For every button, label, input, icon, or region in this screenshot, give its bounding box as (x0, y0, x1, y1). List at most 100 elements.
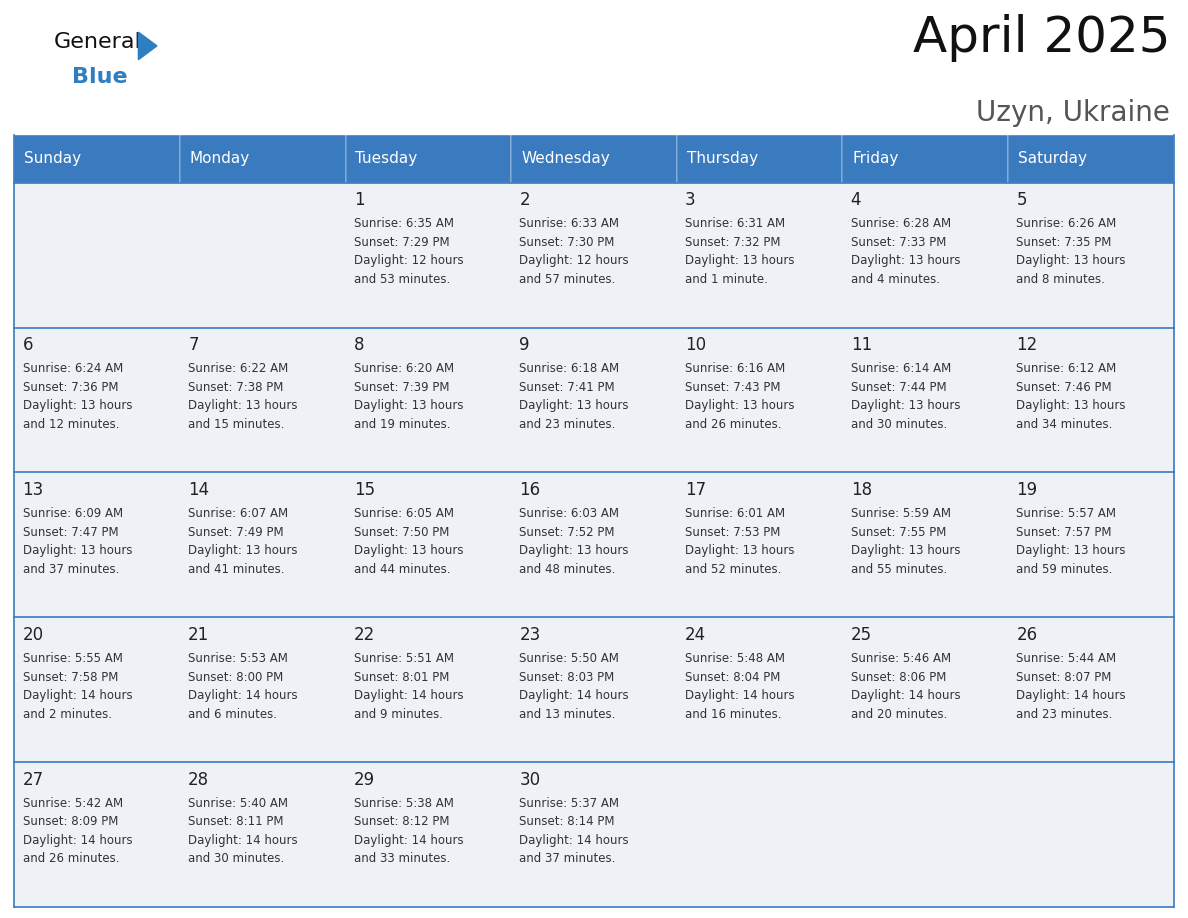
Text: 28: 28 (188, 771, 209, 789)
Bar (346, 328, 511, 473)
Text: Sunrise: 5:48 AM
Sunset: 8:04 PM
Daylight: 14 hours
and 16 minutes.: Sunrise: 5:48 AM Sunset: 8:04 PM Dayligh… (685, 652, 795, 721)
Text: Sunrise: 6:03 AM
Sunset: 7:52 PM
Daylight: 13 hours
and 48 minutes.: Sunrise: 6:03 AM Sunset: 7:52 PM Dayligh… (519, 507, 628, 576)
Text: 4: 4 (851, 191, 861, 209)
Bar (179, 135, 346, 183)
Text: Sunrise: 6:01 AM
Sunset: 7:53 PM
Daylight: 13 hours
and 52 minutes.: Sunrise: 6:01 AM Sunset: 7:53 PM Dayligh… (685, 507, 795, 576)
Text: Sunrise: 5:59 AM
Sunset: 7:55 PM
Daylight: 13 hours
and 55 minutes.: Sunrise: 5:59 AM Sunset: 7:55 PM Dayligh… (851, 507, 960, 576)
Bar (511, 328, 677, 473)
Text: Sunrise: 6:20 AM
Sunset: 7:39 PM
Daylight: 13 hours
and 19 minutes.: Sunrise: 6:20 AM Sunset: 7:39 PM Dayligh… (354, 363, 463, 431)
Text: Sunrise: 6:31 AM
Sunset: 7:32 PM
Daylight: 13 hours
and 1 minute.: Sunrise: 6:31 AM Sunset: 7:32 PM Dayligh… (685, 218, 795, 285)
Text: 23: 23 (519, 626, 541, 644)
Text: Sunrise: 6:14 AM
Sunset: 7:44 PM
Daylight: 13 hours
and 30 minutes.: Sunrise: 6:14 AM Sunset: 7:44 PM Dayligh… (851, 363, 960, 431)
Bar (14, 617, 179, 762)
Text: Sunrise: 6:28 AM
Sunset: 7:33 PM
Daylight: 13 hours
and 4 minutes.: Sunrise: 6:28 AM Sunset: 7:33 PM Dayligh… (851, 218, 960, 285)
Bar (1009, 183, 1174, 328)
Bar (14, 473, 179, 617)
Bar (677, 183, 842, 328)
Bar (14, 762, 179, 907)
Text: Sunrise: 6:07 AM
Sunset: 7:49 PM
Daylight: 13 hours
and 41 minutes.: Sunrise: 6:07 AM Sunset: 7:49 PM Dayligh… (188, 507, 298, 576)
Bar (842, 135, 1009, 183)
Text: 9: 9 (519, 336, 530, 354)
Bar (346, 135, 511, 183)
Text: Sunrise: 6:26 AM
Sunset: 7:35 PM
Daylight: 13 hours
and 8 minutes.: Sunrise: 6:26 AM Sunset: 7:35 PM Dayligh… (1017, 218, 1126, 285)
Bar (511, 473, 677, 617)
Text: 24: 24 (685, 626, 706, 644)
Text: 20: 20 (23, 626, 44, 644)
Text: 8: 8 (354, 336, 365, 354)
Bar (511, 617, 677, 762)
Text: 26: 26 (1017, 626, 1037, 644)
Text: 19: 19 (1017, 481, 1037, 499)
Bar (511, 135, 677, 183)
Text: Sunrise: 5:40 AM
Sunset: 8:11 PM
Daylight: 14 hours
and 30 minutes.: Sunrise: 5:40 AM Sunset: 8:11 PM Dayligh… (188, 797, 298, 866)
Text: Sunrise: 5:38 AM
Sunset: 8:12 PM
Daylight: 14 hours
and 33 minutes.: Sunrise: 5:38 AM Sunset: 8:12 PM Dayligh… (354, 797, 463, 866)
Text: 6: 6 (23, 336, 33, 354)
Text: 27: 27 (23, 771, 44, 789)
Text: Sunrise: 6:24 AM
Sunset: 7:36 PM
Daylight: 13 hours
and 12 minutes.: Sunrise: 6:24 AM Sunset: 7:36 PM Dayligh… (23, 363, 132, 431)
Text: 18: 18 (851, 481, 872, 499)
Text: Sunrise: 6:33 AM
Sunset: 7:30 PM
Daylight: 12 hours
and 57 minutes.: Sunrise: 6:33 AM Sunset: 7:30 PM Dayligh… (519, 218, 630, 285)
Text: 11: 11 (851, 336, 872, 354)
Text: Sunday: Sunday (24, 151, 81, 166)
Bar (346, 617, 511, 762)
Text: 5: 5 (1017, 191, 1026, 209)
Text: General: General (53, 32, 141, 52)
Text: Sunrise: 6:12 AM
Sunset: 7:46 PM
Daylight: 13 hours
and 34 minutes.: Sunrise: 6:12 AM Sunset: 7:46 PM Dayligh… (1017, 363, 1126, 431)
Text: 30: 30 (519, 771, 541, 789)
Text: Thursday: Thursday (687, 151, 758, 166)
Bar (1009, 762, 1174, 907)
Text: 22: 22 (354, 626, 375, 644)
Text: Sunrise: 6:35 AM
Sunset: 7:29 PM
Daylight: 12 hours
and 53 minutes.: Sunrise: 6:35 AM Sunset: 7:29 PM Dayligh… (354, 218, 463, 285)
Bar (842, 328, 1009, 473)
Text: 21: 21 (188, 626, 209, 644)
Text: 2: 2 (519, 191, 530, 209)
Text: 29: 29 (354, 771, 375, 789)
Text: 14: 14 (188, 481, 209, 499)
Text: Sunrise: 5:50 AM
Sunset: 8:03 PM
Daylight: 14 hours
and 13 minutes.: Sunrise: 5:50 AM Sunset: 8:03 PM Dayligh… (519, 652, 630, 721)
Text: Sunrise: 6:09 AM
Sunset: 7:47 PM
Daylight: 13 hours
and 37 minutes.: Sunrise: 6:09 AM Sunset: 7:47 PM Dayligh… (23, 507, 132, 576)
Text: 10: 10 (685, 336, 706, 354)
Text: Sunrise: 5:44 AM
Sunset: 8:07 PM
Daylight: 14 hours
and 23 minutes.: Sunrise: 5:44 AM Sunset: 8:07 PM Dayligh… (1017, 652, 1126, 721)
Text: 17: 17 (685, 481, 706, 499)
Text: Uzyn, Ukraine: Uzyn, Ukraine (977, 99, 1170, 127)
Text: Sunrise: 5:42 AM
Sunset: 8:09 PM
Daylight: 14 hours
and 26 minutes.: Sunrise: 5:42 AM Sunset: 8:09 PM Dayligh… (23, 797, 132, 866)
Bar (14, 135, 179, 183)
Text: 12: 12 (1017, 336, 1037, 354)
Bar (511, 762, 677, 907)
Bar (677, 328, 842, 473)
Text: Sunrise: 5:57 AM
Sunset: 7:57 PM
Daylight: 13 hours
and 59 minutes.: Sunrise: 5:57 AM Sunset: 7:57 PM Dayligh… (1017, 507, 1126, 576)
Text: 25: 25 (851, 626, 872, 644)
Bar (179, 617, 346, 762)
Bar (346, 183, 511, 328)
Bar (14, 328, 179, 473)
Bar (179, 183, 346, 328)
Text: Sunrise: 5:37 AM
Sunset: 8:14 PM
Daylight: 14 hours
and 37 minutes.: Sunrise: 5:37 AM Sunset: 8:14 PM Dayligh… (519, 797, 630, 866)
Bar (1009, 135, 1174, 183)
Bar (1009, 328, 1174, 473)
Bar (511, 183, 677, 328)
Bar (842, 762, 1009, 907)
Text: Sunrise: 6:22 AM
Sunset: 7:38 PM
Daylight: 13 hours
and 15 minutes.: Sunrise: 6:22 AM Sunset: 7:38 PM Dayligh… (188, 363, 298, 431)
Bar (14, 183, 179, 328)
Text: Sunrise: 5:46 AM
Sunset: 8:06 PM
Daylight: 14 hours
and 20 minutes.: Sunrise: 5:46 AM Sunset: 8:06 PM Dayligh… (851, 652, 960, 721)
Text: 16: 16 (519, 481, 541, 499)
Text: 3: 3 (685, 191, 696, 209)
Bar (677, 135, 842, 183)
Text: 13: 13 (23, 481, 44, 499)
Text: Monday: Monday (190, 151, 251, 166)
Bar (677, 473, 842, 617)
Bar (677, 617, 842, 762)
Bar (677, 762, 842, 907)
Text: April 2025: April 2025 (912, 15, 1170, 62)
Text: Sunrise: 6:16 AM
Sunset: 7:43 PM
Daylight: 13 hours
and 26 minutes.: Sunrise: 6:16 AM Sunset: 7:43 PM Dayligh… (685, 363, 795, 431)
Text: 7: 7 (188, 336, 198, 354)
Text: Tuesday: Tuesday (355, 151, 418, 166)
Bar (1009, 473, 1174, 617)
Bar (346, 762, 511, 907)
Bar (346, 473, 511, 617)
Bar (842, 183, 1009, 328)
Text: 15: 15 (354, 481, 375, 499)
Text: Sunrise: 5:51 AM
Sunset: 8:01 PM
Daylight: 14 hours
and 9 minutes.: Sunrise: 5:51 AM Sunset: 8:01 PM Dayligh… (354, 652, 463, 721)
Bar (179, 328, 346, 473)
Text: Saturday: Saturday (1018, 151, 1087, 166)
